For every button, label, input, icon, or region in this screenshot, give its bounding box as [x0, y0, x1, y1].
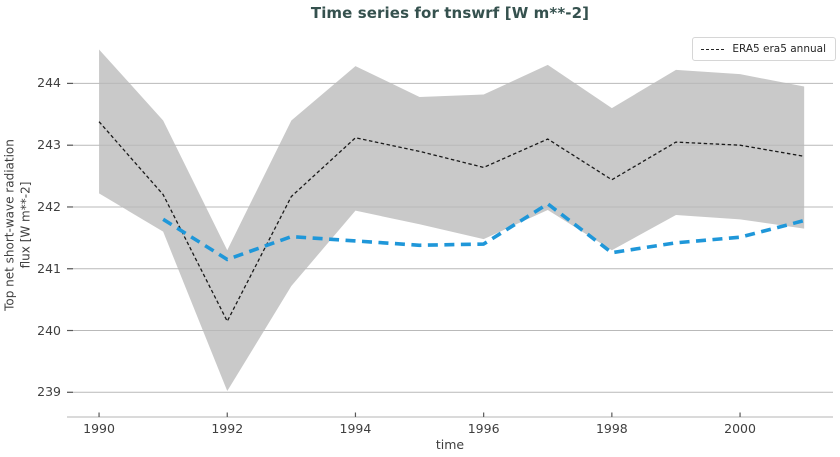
y-tick-label: 243 — [37, 137, 61, 153]
y-tick-label: 244 — [37, 75, 61, 91]
x-tick-label: 1990 — [83, 421, 115, 436]
uncertainty-band — [99, 49, 805, 392]
x-tick-label: 1992 — [211, 421, 244, 436]
y-axis-label: Top net short-wave radiation flux [W m**… — [2, 139, 32, 311]
legend: ERA5 era5 annual — [692, 37, 836, 61]
x-tick-label: 1994 — [339, 421, 372, 436]
secondary annual — [162, 202, 805, 262]
x-axis-label: time — [435, 437, 465, 452]
y-tick-label: 242 — [37, 198, 61, 214]
dashed-line-icon — [701, 48, 725, 50]
y-tick-label: 240 — [37, 322, 61, 338]
y-tick-label: 241 — [37, 260, 61, 276]
x-tick-label: 1996 — [467, 421, 500, 436]
y-tick-label: 239 — [37, 384, 61, 400]
chart-title: Time series for tnswrf [W m**-2] — [310, 4, 590, 22]
ERA5 era5 annual — [98, 121, 805, 322]
x-tick-label: 2000 — [724, 421, 756, 436]
legend-label: ERA5 era5 annual — [732, 43, 826, 55]
x-tick-label: 1998 — [595, 421, 628, 436]
